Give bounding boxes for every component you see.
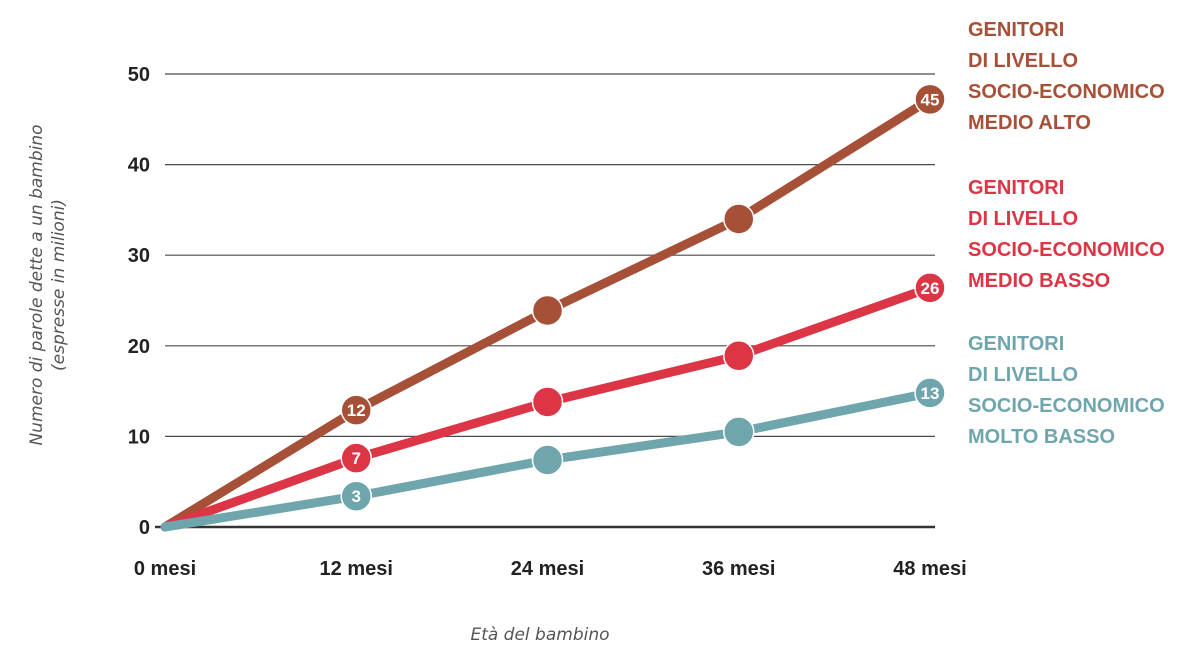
legend-entry-line: GENITORI <box>968 333 1064 355</box>
y-tick-label: 0 <box>139 517 150 539</box>
legend-entry-line: MOLTO BASSO <box>968 426 1115 448</box>
x-axis-title: Età del bambino <box>470 625 609 645</box>
legend: GENITORI DI LIVELLO SOCIO-ECONOMICO MEDIO A… <box>968 19 1165 448</box>
data-point <box>723 416 755 448</box>
data-point <box>914 272 946 304</box>
legend-entry-line: GENITORI <box>968 177 1064 199</box>
data-point <box>340 394 372 426</box>
x-tick-label: 24 mesi <box>511 558 584 580</box>
legend-entry-line: GENITORI <box>968 19 1064 41</box>
data-label: 7 <box>352 449 361 468</box>
data-point <box>531 444 564 476</box>
data-label: 45 <box>921 90 940 109</box>
y-axis-title-line: (espresse in milioni) <box>49 199 69 371</box>
legend-entry-line: MEDIO BASSO <box>968 270 1110 292</box>
legend-entry-line: SOCIO-ECONOMICO <box>968 81 1165 103</box>
data-point <box>723 203 755 235</box>
data-point <box>340 480 372 512</box>
data-point <box>914 377 946 409</box>
y-axis-title: Numero di parole dette a un bambino (espr… <box>27 124 69 445</box>
legend-entry-line: SOCIO-ECONOMICO <box>968 239 1165 261</box>
x-tick-label: 48 mesi <box>893 558 966 580</box>
axis-titles: Numero di parole dette a un bambino (espr… <box>27 124 610 645</box>
y-tick-label: 10 <box>128 426 150 448</box>
data-point <box>531 294 564 327</box>
y-tick-label: 40 <box>128 155 150 177</box>
data-point <box>723 340 755 372</box>
legend-entry-line: DI LIVELLO <box>968 208 1078 230</box>
x-tick-label: 0 mesi <box>134 558 196 580</box>
y-tick-label: 50 <box>128 64 150 86</box>
data-label: 12 <box>347 401 366 420</box>
y-axis-title-line: Numero di parole dette a un bambino <box>27 124 47 445</box>
data-point <box>340 442 372 474</box>
legend-entry-line: SOCIO-ECONOMICO <box>968 395 1165 417</box>
data-label: 3 <box>352 487 361 506</box>
gridlines <box>165 73 935 437</box>
data-label: 13 <box>921 384 940 403</box>
data-label: 26 <box>921 279 940 298</box>
legend-entry-line: DI LIVELLO <box>968 50 1078 72</box>
y-tick-label: 20 <box>128 336 150 358</box>
axes: 0 10 20 30 40 50 0 mesi 12 mesi 24 mesi 36 mesi 48… <box>128 64 967 580</box>
series-group: 12 45 7 26 3 13 <box>160 83 946 532</box>
data-point <box>531 386 564 418</box>
legend-entry-line: DI LIVELLO <box>968 364 1078 386</box>
y-tick-label: 30 <box>128 245 150 267</box>
x-tick-label: 12 mesi <box>320 558 393 580</box>
legend-entry-line: MEDIO ALTO <box>968 112 1091 134</box>
x-tick-label: 36 mesi <box>702 558 775 580</box>
data-point <box>914 83 946 116</box>
